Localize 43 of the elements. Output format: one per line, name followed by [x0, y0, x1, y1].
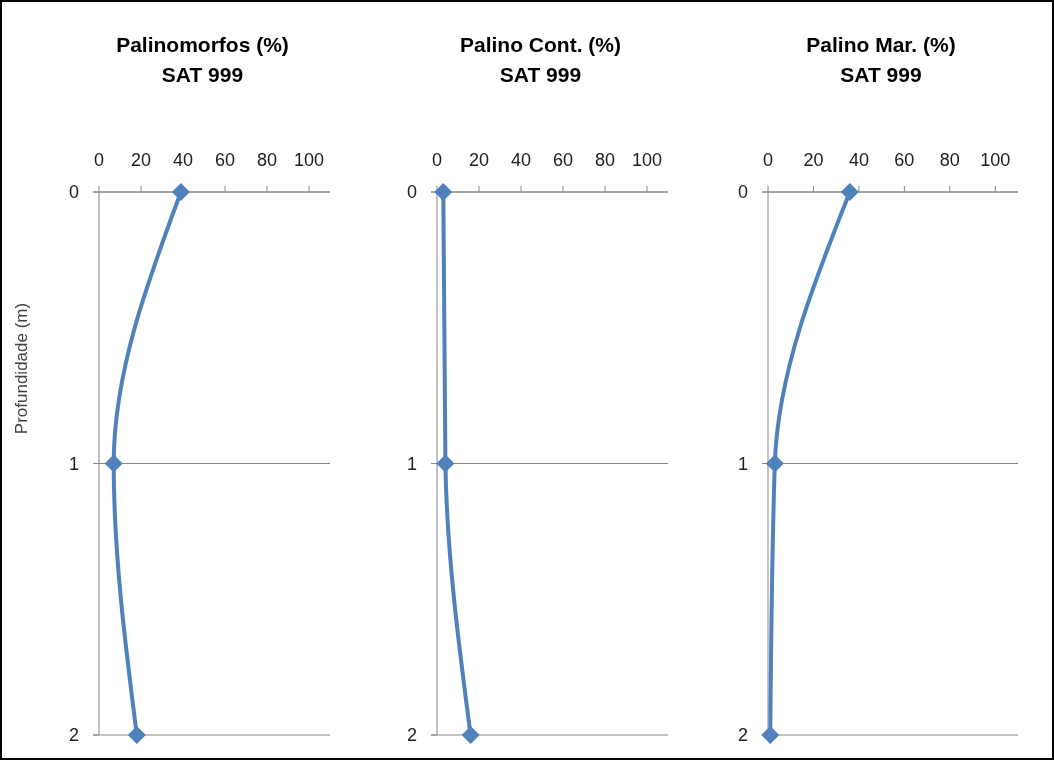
- y-tick-label: 1: [68, 453, 79, 474]
- y-tick-label: 1: [406, 453, 417, 474]
- chart-subtitle: SAT 999: [161, 63, 244, 86]
- x-tick-label: 60: [552, 150, 574, 170]
- x-tick-label: 20: [130, 150, 152, 170]
- x-tick-label: 80: [939, 150, 960, 170]
- point: [434, 183, 453, 201]
- point: [461, 726, 480, 744]
- x-tick-label: 60: [894, 150, 915, 170]
- point: [840, 183, 859, 201]
- x-tick-label: 100: [980, 150, 1011, 170]
- y-tick-label: 1: [737, 453, 748, 474]
- x-tick-label: 60: [214, 150, 236, 170]
- y-tick-label: 2: [68, 725, 79, 746]
- chart-subtitle: SAT 999: [840, 63, 922, 86]
- y-tick-label: 0: [737, 182, 748, 203]
- point: [171, 183, 190, 201]
- x-tick-label: 40: [848, 150, 869, 170]
- y-tick-label: 2: [737, 725, 748, 746]
- y-tick-label: 0: [406, 182, 417, 203]
- x-tick-label: 100: [293, 150, 325, 170]
- point: [761, 726, 780, 744]
- x-tick-label: 80: [256, 150, 278, 170]
- x-tick-label: 100: [631, 150, 663, 170]
- chart-title: Palino Cont. (%): [460, 33, 621, 56]
- point: [127, 726, 146, 744]
- x-tick-label: 20: [468, 150, 490, 170]
- x-tick-label: 80: [594, 150, 616, 170]
- x-tick-label: 0: [431, 150, 443, 170]
- x-tick-label: 0: [762, 150, 774, 170]
- chart-subtitle: SAT 999: [499, 63, 582, 86]
- point: [104, 454, 123, 473]
- y-axis-title: Profundidade (m): [12, 302, 31, 435]
- point: [765, 454, 784, 473]
- y-tick-label: 2: [406, 725, 417, 746]
- x-tick-label: 40: [172, 150, 194, 170]
- x-tick-label: 20: [803, 150, 824, 170]
- chart-title: Palino Mar. (%): [806, 33, 956, 56]
- chart-title: Palinomorfos (%): [116, 33, 289, 56]
- x-tick-label: 40: [510, 150, 532, 170]
- x-tick-label: 0: [93, 150, 105, 170]
- y-tick-label: 0: [68, 182, 79, 203]
- point: [436, 454, 455, 473]
